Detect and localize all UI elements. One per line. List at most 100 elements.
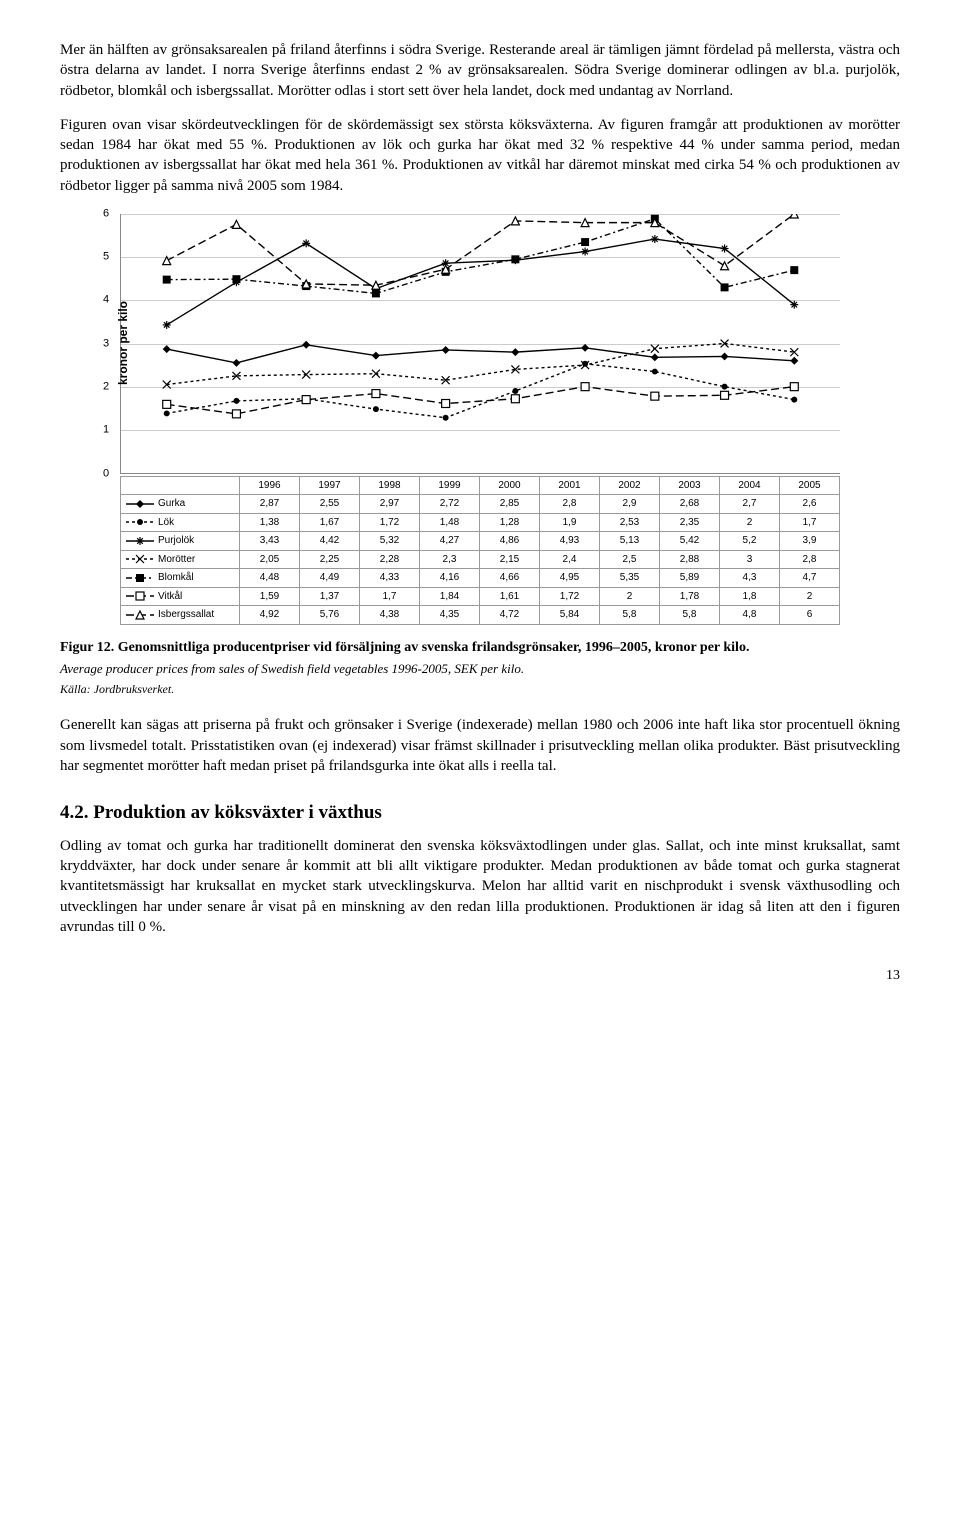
table-cell: 4,48 xyxy=(240,569,300,588)
table-cell: 5,89 xyxy=(660,569,720,588)
chart-ytick: 4 xyxy=(103,293,109,308)
table-year-header: 1998 xyxy=(360,476,420,495)
series-label: Lök xyxy=(158,517,174,528)
table-cell: 5,76 xyxy=(300,606,360,625)
chart-ytick: 3 xyxy=(103,336,109,351)
table-cell: 4,27 xyxy=(420,532,480,551)
table-cell: 4,72 xyxy=(480,606,540,625)
table-cell: 1,7 xyxy=(780,513,840,532)
table-row: Isbergssallat4,925,764,384,354,725,845,8… xyxy=(121,606,840,625)
price-chart-plot: kronor per kilo 0123456 xyxy=(120,214,840,474)
table-cell: 2,88 xyxy=(660,550,720,569)
figure-source: Källa: Jordbruksverket. xyxy=(60,681,900,697)
table-cell: 3,43 xyxy=(240,532,300,551)
table-year-header: 2003 xyxy=(660,476,720,495)
table-cell: 1,84 xyxy=(420,587,480,606)
series-label: Blomkål xyxy=(158,572,194,583)
table-year-header: 2005 xyxy=(780,476,840,495)
table-cell: 2,35 xyxy=(660,513,720,532)
table-cell: 4,33 xyxy=(360,569,420,588)
table-cell: 4,93 xyxy=(540,532,600,551)
table-cell: 4,16 xyxy=(420,569,480,588)
table-cell: 2,8 xyxy=(540,495,600,514)
table-year-header: 2002 xyxy=(600,476,660,495)
table-cell: 1,48 xyxy=(420,513,480,532)
series-label: Purjolök xyxy=(158,535,194,546)
table-cell: 3,9 xyxy=(780,532,840,551)
table-cell: 2,05 xyxy=(240,550,300,569)
table-row: Purjolök3,434,425,324,274,864,935,135,42… xyxy=(121,532,840,551)
chart-data-table: 1996199719981999200020012002200320042005… xyxy=(120,476,840,625)
figure-caption: Figur 12. Genomsnittliga producentpriser… xyxy=(60,639,900,658)
table-cell: 1,72 xyxy=(540,587,600,606)
table-cell: 2,9 xyxy=(600,495,660,514)
table-cell: 2,25 xyxy=(300,550,360,569)
table-cell: 2,68 xyxy=(660,495,720,514)
table-cell: 2,55 xyxy=(300,495,360,514)
table-cell: 4,95 xyxy=(540,569,600,588)
table-cell: 5,35 xyxy=(600,569,660,588)
table-cell: 4,35 xyxy=(420,606,480,625)
table-cell: 1,38 xyxy=(240,513,300,532)
table-cell: 2,5 xyxy=(600,550,660,569)
table-cell: 5,84 xyxy=(540,606,600,625)
series-label: Morötter xyxy=(158,554,195,565)
table-cell: 1,78 xyxy=(660,587,720,606)
table-cell: 1,72 xyxy=(360,513,420,532)
table-cell: 1,59 xyxy=(240,587,300,606)
table-row: Gurka2,872,552,972,722,852,82,92,682,72,… xyxy=(121,495,840,514)
table-cell: 1,37 xyxy=(300,587,360,606)
chart-ytick: 2 xyxy=(103,380,109,395)
table-cell: 1,7 xyxy=(360,587,420,606)
table-cell: 1,61 xyxy=(480,587,540,606)
table-row: Lök1,381,671,721,481,281,92,532,3521,7 xyxy=(121,513,840,532)
table-cell: 1,8 xyxy=(720,587,780,606)
table-row: Morötter2,052,252,282,32,152,42,52,8832,… xyxy=(121,550,840,569)
body-paragraph: Generellt kan sägas att priserna på fruk… xyxy=(60,715,900,776)
body-paragraph: Mer än hälften av grönsaksarealen på fri… xyxy=(60,40,900,101)
series-label: Isbergssallat xyxy=(158,609,214,620)
series-label: Gurka xyxy=(158,498,185,509)
chart-ytick: 6 xyxy=(103,206,109,221)
body-paragraph: Odling av tomat och gurka har traditione… xyxy=(60,836,900,937)
table-cell: 4,86 xyxy=(480,532,540,551)
table-cell: 2,72 xyxy=(420,495,480,514)
table-cell: 6 xyxy=(780,606,840,625)
table-year-header: 2004 xyxy=(720,476,780,495)
table-cell: 1,9 xyxy=(540,513,600,532)
table-cell: 1,28 xyxy=(480,513,540,532)
table-year-header: 1997 xyxy=(300,476,360,495)
table-year-header: 2000 xyxy=(480,476,540,495)
table-year-header: 2001 xyxy=(540,476,600,495)
table-cell: 5,8 xyxy=(600,606,660,625)
table-cell: 1,67 xyxy=(300,513,360,532)
page-number: 13 xyxy=(60,967,900,986)
table-cell: 2,7 xyxy=(720,495,780,514)
table-cell: 2 xyxy=(600,587,660,606)
table-cell: 2,15 xyxy=(480,550,540,569)
table-cell: 2,4 xyxy=(540,550,600,569)
table-cell: 5,2 xyxy=(720,532,780,551)
table-cell: 5,13 xyxy=(600,532,660,551)
table-cell: 4,7 xyxy=(780,569,840,588)
table-row: Blomkål4,484,494,334,164,664,955,355,894… xyxy=(121,569,840,588)
table-cell: 2,85 xyxy=(480,495,540,514)
series-label: Vitkål xyxy=(158,591,182,602)
table-cell: 2,28 xyxy=(360,550,420,569)
section-heading: 4.2. Produktion av köksväxter i växthus xyxy=(60,800,900,826)
chart-ytick: 1 xyxy=(103,423,109,438)
table-cell: 4,3 xyxy=(720,569,780,588)
table-cell: 2,3 xyxy=(420,550,480,569)
table-cell: 2,97 xyxy=(360,495,420,514)
table-cell: 2 xyxy=(780,587,840,606)
table-year-header: 1996 xyxy=(240,476,300,495)
table-cell: 4,92 xyxy=(240,606,300,625)
table-row: Vitkål1,591,371,71,841,611,7221,781,82 xyxy=(121,587,840,606)
table-cell: 3 xyxy=(720,550,780,569)
price-chart-container: kronor per kilo 0123456 1996199719981999… xyxy=(120,214,840,625)
table-year-header: 1999 xyxy=(420,476,480,495)
table-cell: 4,42 xyxy=(300,532,360,551)
table-cell: 4,49 xyxy=(300,569,360,588)
figure-caption-english: Average producer prices from sales of Sw… xyxy=(60,660,900,678)
table-cell: 2,6 xyxy=(780,495,840,514)
